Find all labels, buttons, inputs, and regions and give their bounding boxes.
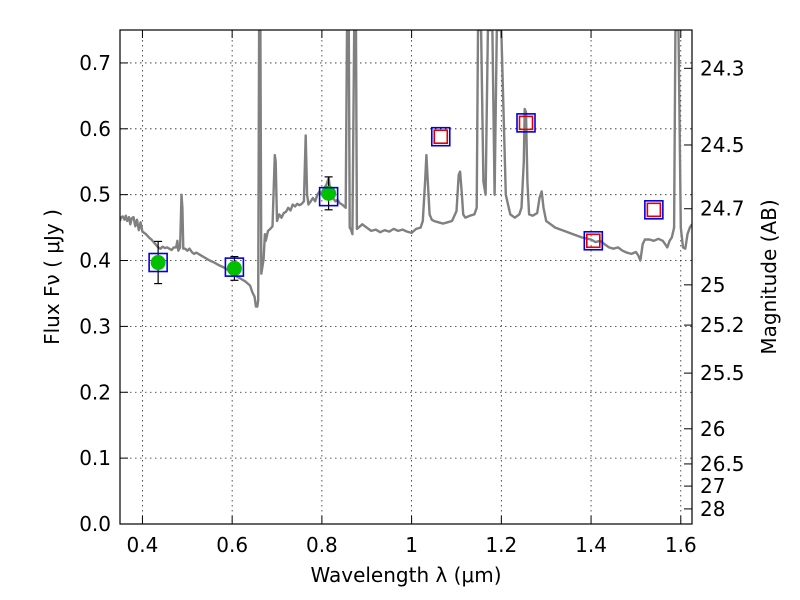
model-flux-square	[224, 257, 245, 277]
model-flux-square	[516, 113, 536, 133]
y2-tick-label: 24.3	[700, 56, 745, 80]
observed-flux-point	[226, 260, 242, 276]
synthetic-flux-square	[586, 233, 601, 249]
y-tick-label: 0.4	[79, 249, 111, 273]
y2-tick-label: 25.2	[700, 313, 745, 337]
synthetic-flux-square	[433, 129, 449, 145]
model-flux-square	[583, 230, 604, 251]
model-spectrum-line	[120, 30, 692, 308]
y2-tick-label: 24.5	[700, 133, 745, 157]
observed-flux-point	[321, 185, 337, 201]
model-flux-square	[318, 186, 339, 207]
model-flux-square	[148, 252, 168, 273]
ticks	[120, 30, 692, 525]
x-tick-label: 1	[405, 533, 418, 557]
y-tick-label: 0.5	[79, 183, 111, 207]
plot-data	[120, 30, 692, 308]
x-tick-label: 0.4	[127, 533, 159, 557]
y2-tick-label: 25	[700, 273, 725, 297]
y2-tick-label: 26	[700, 417, 725, 441]
observed-flux-point	[150, 255, 166, 271]
x-tick-label: 0.8	[306, 533, 338, 557]
x-tick-label: 1.6	[665, 533, 697, 557]
y-tick-label: 0.2	[79, 380, 111, 404]
x-tick-label: 1.4	[575, 533, 607, 557]
y-tick-label: 0.3	[79, 314, 111, 338]
x-axis-label: Wavelength λ (μm)	[310, 563, 501, 587]
x-tick-label: 1.2	[485, 533, 517, 557]
plot-frame	[119, 29, 693, 525]
y-tick-label: 0.6	[79, 117, 111, 141]
model-flux-square	[644, 200, 664, 220]
model-flux-square	[430, 126, 451, 147]
synthetic-flux-square	[518, 115, 534, 131]
y2-tick-label: 28	[700, 497, 725, 521]
y-tick-label: 0.0	[79, 512, 111, 536]
y2-tick-label: 26.5	[700, 452, 745, 476]
y2-tick-label: 25.5	[700, 361, 745, 385]
y2-tick-label: 27	[700, 474, 725, 498]
y2-tick-label: 24.7	[700, 197, 745, 221]
x-tick-label: 0.6	[216, 533, 248, 557]
y-axis-label: Flux Fν ( μJy )	[40, 209, 64, 345]
y-tick-label: 0.7	[79, 51, 111, 75]
tick-labels: 0.4 0.6 0.8 1 1.2 1.4 1.6 0.0 0.1 0.2 0.3 0.4 0.5 0.6…	[79, 51, 744, 557]
y-tick-label: 0.1	[79, 446, 111, 470]
y2-axis-label: Magnitude (AB)	[757, 199, 781, 354]
synthetic-flux-square	[646, 202, 662, 218]
